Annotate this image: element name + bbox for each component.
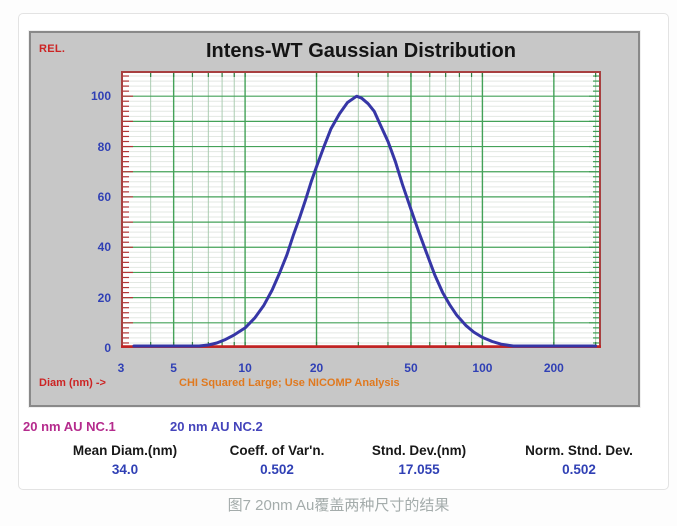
stat-value: 34.0: [111, 462, 139, 477]
y-tick-label: 40: [97, 240, 111, 255]
instrument-panel: REL. Intens-WT Gaussian Distribution 0 20…: [29, 31, 640, 407]
chart-title: Intens-WT Gaussian Distribution: [205, 40, 516, 62]
gridlines-major: [121, 71, 601, 348]
x-tick-label: 10: [238, 361, 252, 375]
x-tick-label: 5: [170, 361, 177, 375]
x-tick-label: 200: [543, 361, 564, 375]
axis-ticks: [122, 72, 600, 347]
stat-label: Stnd. Dev.(nm): [371, 443, 467, 458]
gridlines-minor: [121, 71, 601, 348]
stat-label: Mean Diam.(nm): [72, 443, 178, 458]
plot-background: [121, 71, 601, 348]
stat-value: 0.502: [562, 462, 596, 477]
x-axis-title: Diam (nm) ->: [39, 377, 106, 389]
figure-caption: 图7 20nm Au覆盖两种尺寸的结果: [227, 497, 450, 514]
y-axis-title: REL.: [39, 43, 66, 55]
stat-label: Norm. Stnd. Dev.: [525, 443, 633, 458]
legend-item-nc1: 20 nm AU NC.1: [23, 419, 116, 434]
figure-card: REL. Intens-WT Gaussian Distribution 0 20…: [18, 13, 669, 490]
x-tick-label: 50: [404, 361, 418, 375]
y-tick-label: 60: [97, 189, 111, 204]
chi-squared-warning: CHI Squared Large; Use NICOMP Analysis: [179, 377, 400, 389]
y-tick-label: 20: [97, 290, 111, 305]
x-tick-label: 20: [309, 361, 324, 375]
distribution-curve: [132, 94, 598, 348]
y-tick-label: 100: [90, 89, 111, 104]
stat-label: Coeff. of Var'n.: [229, 443, 325, 458]
x-tick-label: 3: [117, 361, 125, 375]
stat-value: 0.502: [260, 462, 294, 477]
legend-item-nc2: 20 nm AU NC.2: [170, 419, 263, 434]
y-tick-label: 80: [97, 139, 111, 154]
stat-value: 17.055: [398, 462, 440, 477]
plot-area: [121, 71, 601, 348]
x-tick-label: 100: [472, 361, 493, 375]
y-tick-label: 0: [104, 341, 111, 355]
